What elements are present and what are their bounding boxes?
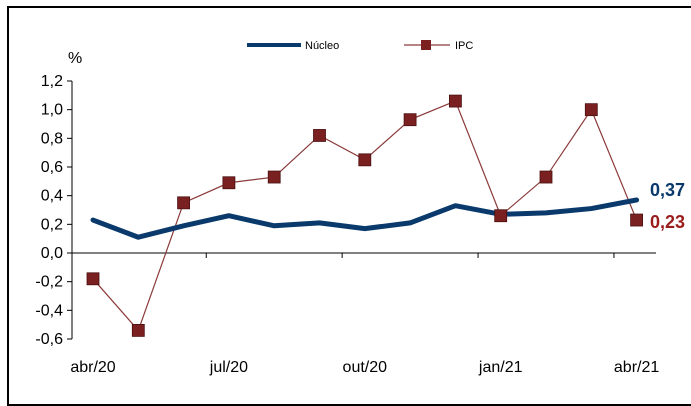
ipc-point — [222, 176, 236, 190]
y-tick-label: -0,2 — [35, 274, 63, 291]
y-tick-label: 0,2 — [41, 216, 63, 233]
ipc-point — [86, 272, 100, 286]
axes: 1,2 1,0 0,8 0,6 0,4 0,2 0,0 -0,2 -0,4 -0,6 abr/20 j… — [35, 73, 659, 376]
legend-ipc-swatch-marker — [421, 40, 431, 50]
end-value-label: 0,37 — [650, 180, 685, 200]
ipc-point — [539, 170, 553, 184]
x-tick-label: jan/21 — [478, 359, 523, 376]
ipc-point — [630, 213, 643, 227]
x-tick-label: abr/21 — [614, 359, 659, 376]
y-tick-label: 0,8 — [41, 130, 63, 147]
x-tick-label: out/20 — [343, 359, 388, 376]
x-tick-label: abr/20 — [70, 359, 115, 376]
legend: Núcleo IPC — [247, 40, 473, 52]
legend-ipc-label: IPC — [455, 40, 473, 52]
y-tick-label: 0,0 — [41, 245, 63, 262]
series-layer: 0,37 0,23 — [86, 94, 685, 337]
ipc-point — [494, 209, 508, 223]
x-tick-label: jul/20 — [209, 359, 248, 376]
ipc-point — [177, 196, 191, 210]
y-tick-label: -0,4 — [35, 302, 63, 319]
y-unit-label: % — [68, 50, 82, 67]
y-tick-label: 0,6 — [41, 159, 63, 176]
ipc-point — [403, 113, 417, 127]
legend-nucleo-label: Núcleo — [305, 40, 339, 52]
ipc-point — [267, 170, 281, 184]
y-tick-label: 1,2 — [41, 73, 63, 90]
y-tick-label: 0,4 — [41, 188, 63, 205]
series-nucleo-line — [90, 197, 640, 240]
series-ipc-line — [92, 100, 638, 332]
chart-frame — [7, 6, 691, 406]
y-tick-label: -0,6 — [35, 331, 63, 348]
ipc-point — [131, 323, 145, 337]
ipc-point — [448, 94, 462, 108]
ipc-point — [358, 153, 372, 167]
ipc-point — [584, 103, 598, 117]
y-tick-label: 1,0 — [41, 102, 63, 119]
ipc-point — [313, 129, 326, 142]
end-value-label: 0,23 — [650, 212, 685, 232]
